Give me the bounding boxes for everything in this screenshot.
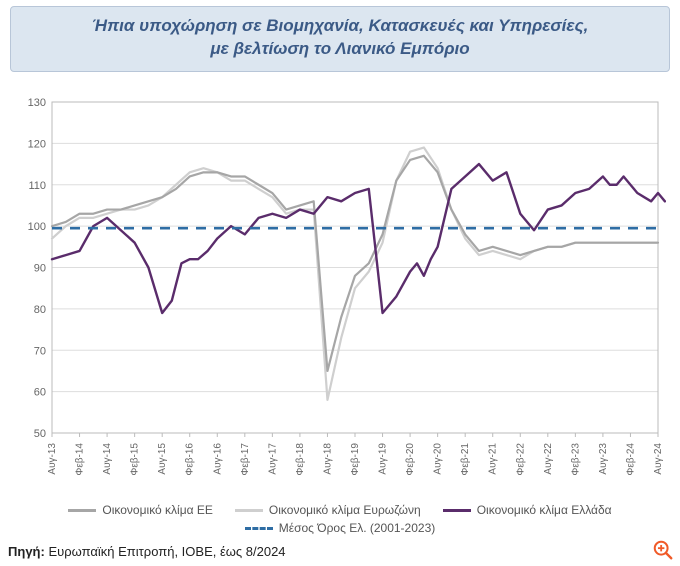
chart-legend: Οικονομικό κλίμα ΕΕ Οικονομικό κλίμα Ευρω… — [0, 503, 680, 535]
legend-swatch — [235, 509, 263, 512]
svg-text:Φεβ-17: Φεβ-17 — [240, 443, 251, 476]
svg-text:Αυγ-15: Αυγ-15 — [157, 443, 168, 475]
svg-text:120: 120 — [28, 138, 46, 150]
legend-swatch — [443, 509, 471, 512]
zoom-in-icon[interactable] — [652, 539, 674, 561]
legend-item-eu: Οικονομικό κλίμα ΕΕ — [68, 503, 213, 517]
svg-text:100: 100 — [28, 221, 46, 233]
chart-card: Ήπια υποχώρηση σε Βιομηχανία, Κατασκευές… — [0, 6, 680, 563]
legend-item-avg: Μέσος Όρος Ελ. (2001-2023) — [245, 521, 436, 535]
svg-text:Αυγ-19: Αυγ-19 — [378, 443, 389, 475]
svg-text:Φεβ-14: Φεβ-14 — [75, 443, 86, 476]
title-line-2: με βελτίωση το Λιανικό Εμπόριο — [210, 39, 469, 58]
legend-label: Οικονομικό κλίμα Ευρωζώνη — [269, 503, 421, 517]
legend-label: Οικονομικό κλίμα Ελλάδα — [477, 503, 612, 517]
svg-text:Αυγ-14: Αυγ-14 — [102, 443, 113, 475]
svg-text:Αυγ-18: Αυγ-18 — [322, 443, 333, 475]
svg-text:Αυγ-21: Αυγ-21 — [488, 443, 499, 475]
svg-text:Αυγ-22: Αυγ-22 — [543, 443, 554, 475]
svg-text:80: 80 — [34, 304, 46, 316]
chart-title: Ήπια υποχώρηση σε Βιομηχανία, Κατασκευές… — [10, 6, 670, 72]
svg-text:Αυγ-24: Αυγ-24 — [653, 443, 664, 475]
svg-text:Φεβ-20: Φεβ-20 — [405, 443, 416, 476]
svg-text:Φεβ-16: Φεβ-16 — [185, 443, 196, 476]
svg-text:Αυγ-23: Αυγ-23 — [598, 443, 609, 475]
svg-text:Φεβ-22: Φεβ-22 — [515, 443, 526, 476]
svg-text:Φεβ-18: Φεβ-18 — [295, 443, 306, 476]
svg-text:130: 130 — [28, 97, 46, 109]
legend-swatch — [68, 509, 96, 512]
legend-label: Μέσος Όρος Ελ. (2001-2023) — [279, 521, 436, 535]
svg-text:Αυγ-16: Αυγ-16 — [212, 443, 223, 475]
svg-text:50: 50 — [34, 428, 46, 440]
svg-text:Αυγ-17: Αυγ-17 — [267, 443, 278, 475]
svg-text:Φεβ-19: Φεβ-19 — [350, 443, 361, 476]
svg-text:Αυγ-13: Αυγ-13 — [47, 443, 58, 475]
legend-item-gr: Οικονομικό κλίμα Ελλάδα — [443, 503, 612, 517]
legend-item-ez: Οικονομικό κλίμα Ευρωζώνη — [235, 503, 421, 517]
svg-text:90: 90 — [34, 263, 46, 275]
svg-text:70: 70 — [34, 345, 46, 357]
chart-plot: 50 60 70 80 90 100 110 120 130 Αυγ-13 Φεβ-14 Αυγ-14… — [14, 96, 666, 493]
svg-text:Φεβ-15: Φεβ-15 — [130, 443, 141, 476]
svg-text:Αυγ-20: Αυγ-20 — [433, 443, 444, 475]
svg-text:60: 60 — [34, 387, 46, 399]
svg-text:Φεβ-23: Φεβ-23 — [570, 443, 581, 476]
legend-swatch — [245, 527, 273, 530]
title-line-1: Ήπια υποχώρηση σε Βιομηχανία, Κατασκευές… — [92, 16, 589, 35]
svg-text:Φεβ-24: Φεβ-24 — [625, 443, 636, 476]
svg-text:Φεβ-21: Φεβ-21 — [460, 443, 471, 476]
svg-text:110: 110 — [28, 180, 46, 192]
legend-label: Οικονομικό κλίμα ΕΕ — [102, 503, 213, 517]
